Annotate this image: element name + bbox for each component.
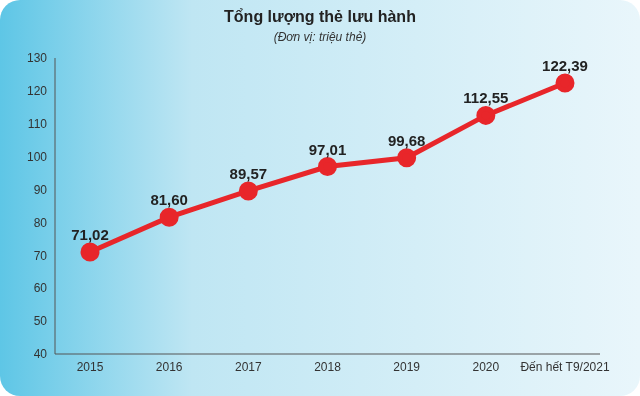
svg-text:100: 100 [27, 150, 47, 164]
svg-text:50: 50 [34, 314, 48, 328]
svg-text:122,39: 122,39 [542, 57, 588, 74]
svg-text:2016: 2016 [156, 360, 183, 374]
svg-text:130: 130 [27, 51, 47, 65]
html-text:Tổng lượng thẻ lưu hành: Tổng lượng thẻ lưu hành [224, 8, 416, 25]
svg-text:110: 110 [28, 117, 47, 131]
svg-text:2015: 2015 [77, 360, 104, 374]
svg-text:89,57: 89,57 [230, 165, 268, 182]
svg-text:2019: 2019 [393, 360, 420, 374]
svg-text:71,02: 71,02 [71, 226, 109, 243]
svg-text:70: 70 [34, 249, 48, 263]
svg-text:2020: 2020 [472, 360, 499, 374]
svg-text:99,68: 99,68 [388, 132, 426, 149]
svg-text:90: 90 [34, 183, 48, 197]
svg-text:60: 60 [34, 281, 48, 295]
svg-text:2018: 2018 [314, 360, 341, 374]
svg-text:40: 40 [34, 347, 48, 361]
svg-text:Đến hết T9/2021: Đến hết T9/2021 [520, 360, 610, 374]
svg-text:112,55: 112,55 [463, 89, 508, 106]
svg-text:81,60: 81,60 [150, 191, 188, 208]
svg-text:2017: 2017 [235, 360, 262, 374]
html-text:(Đơn vị: triệu thẻ): (Đơn vị: triệu thẻ) [273, 30, 367, 44]
svg-text:97,01: 97,01 [309, 141, 347, 158]
svg-text:120: 120 [27, 84, 47, 98]
svg-text:80: 80 [34, 216, 48, 230]
